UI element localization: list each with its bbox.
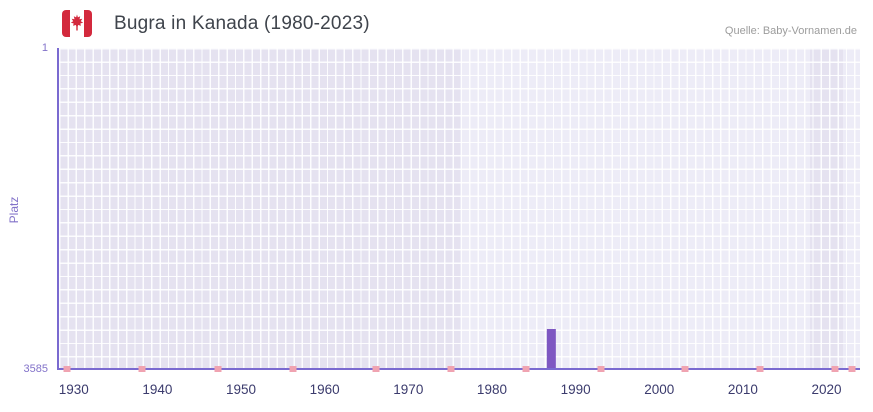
plot-area[interactable] xyxy=(57,48,860,372)
no-data-mark-1993 xyxy=(597,366,605,372)
y-tick-top: 1 xyxy=(41,42,48,54)
page-title: Bugra in Kanada (1980-2023) xyxy=(114,13,370,34)
source-label: Quelle: Baby-Vornamen.de xyxy=(724,25,857,37)
rank-bar-1987[interactable] xyxy=(547,329,556,368)
x-tick-1980: 1980 xyxy=(476,382,507,397)
x-tick-2020: 2020 xyxy=(811,382,842,397)
canada-flag-icon xyxy=(62,10,92,37)
no-data-mark-1956 xyxy=(289,366,297,372)
no-data-mark-2003 xyxy=(681,366,689,372)
no-data-mark-1938 xyxy=(138,366,146,372)
no-data-mark-2023 xyxy=(848,366,856,372)
no-data-mark-1929 xyxy=(63,366,71,372)
y-axis-label: Platz xyxy=(7,196,21,224)
no-data-mark-1947 xyxy=(214,366,222,372)
no-data-mark-1966 xyxy=(372,366,380,372)
x-tick-1990: 1990 xyxy=(560,382,591,397)
x-tick-2000: 2000 xyxy=(644,382,675,397)
no-data-mark-2021 xyxy=(831,366,839,372)
x-tick-1960: 1960 xyxy=(309,382,340,397)
no-data-mark-1975 xyxy=(447,366,455,372)
x-tick-2010: 2010 xyxy=(727,382,758,397)
x-tick-1950: 1950 xyxy=(225,382,257,397)
y-tick-bottom: 3585 xyxy=(23,363,48,375)
x-tick-1930: 1930 xyxy=(58,382,89,397)
x-axis: 1930 1940 1950 1960 1970 1980 1990 2000 2010 2020 xyxy=(57,382,860,404)
grid-lines xyxy=(59,48,860,368)
x-tick-1940: 1940 xyxy=(142,382,173,397)
x-tick-1970: 1970 xyxy=(393,382,424,397)
no-data-mark-1984 xyxy=(522,366,530,372)
no-data-mark-2012 xyxy=(756,366,764,372)
